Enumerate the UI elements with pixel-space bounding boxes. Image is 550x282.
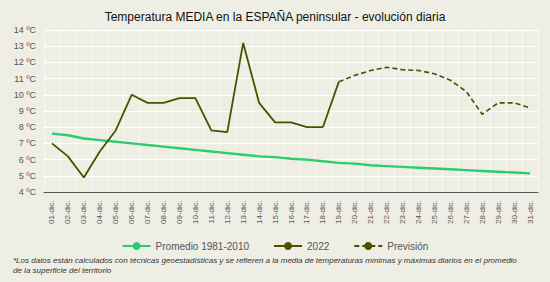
svg-text:18-dic.: 18-dic. [318,200,327,224]
svg-text:10-dic.: 10-dic. [191,200,200,224]
svg-text:13-dic.: 13-dic. [239,200,248,224]
svg-text:6 ºC: 6 ºC [19,155,37,165]
svg-text:12-dic.: 12-dic. [223,200,232,224]
svg-text:Previsión: Previsión [387,241,428,252]
svg-text:24-dic.: 24-dic. [414,200,423,224]
svg-text:31-dic.: 31-dic. [526,200,535,224]
svg-text:16-dic.: 16-dic. [287,200,296,224]
svg-text:7 ºC: 7 ºC [19,138,37,148]
svg-text:06-dic.: 06-dic. [127,200,136,224]
svg-text:26-dic.: 26-dic. [446,200,455,224]
svg-text:20-dic.: 20-dic. [350,200,359,224]
svg-text:07-dic.: 07-dic. [143,200,152,224]
svg-text:22-dic.: 22-dic. [382,200,391,224]
svg-text:8 ºC: 8 ºC [19,122,37,132]
svg-text:28-dic.: 28-dic. [478,200,487,224]
svg-text:*Los datos están calculados co: *Los datos están calculados con técnicas… [13,256,519,265]
svg-text:29-dic.: 29-dic. [494,200,503,224]
svg-text:5 ºC: 5 ºC [19,171,37,181]
svg-text:08-dic.: 08-dic. [159,200,168,224]
svg-text:2022: 2022 [307,241,330,252]
svg-text:02-dic.: 02-dic. [63,200,72,224]
svg-text:05-dic.: 05-dic. [111,200,120,224]
svg-text:23-dic.: 23-dic. [398,200,407,224]
svg-text:27-dic.: 27-dic. [462,200,471,224]
svg-text:01-dic.: 01-dic. [47,200,56,224]
svg-text:11-dic.: 11-dic. [207,200,216,223]
svg-text:03-dic.: 03-dic. [79,200,88,224]
svg-text:25-dic.: 25-dic. [430,200,439,224]
svg-text:04-dic.: 04-dic. [95,200,104,224]
svg-text:4 ºC: 4 ºC [19,187,37,197]
svg-text:14 ºC: 14 ºC [14,25,37,35]
svg-text:17-dic.: 17-dic. [302,200,311,224]
svg-text:21-dic.: 21-dic. [366,200,375,224]
svg-text:10 ºC: 10 ºC [14,90,37,100]
svg-text:de la superficie del territori: de la superficie del territorio [13,266,112,275]
svg-text:12 ºC: 12 ºC [14,57,37,67]
svg-text:Temperatura MEDIA en la ESPAÑA: Temperatura MEDIA en la ESPAÑA peninsula… [105,10,446,24]
svg-text:11 ºC: 11 ºC [14,74,36,84]
svg-text:30-dic.: 30-dic. [510,200,519,224]
svg-text:13 ºC: 13 ºC [14,41,37,51]
svg-text:14-dic.: 14-dic. [255,200,264,224]
svg-text:19-dic.: 19-dic. [334,200,343,224]
svg-text:09-dic.: 09-dic. [175,200,184,224]
svg-text:Promedio 1981-2010: Promedio 1981-2010 [156,241,250,252]
svg-text:9 ºC: 9 ºC [19,106,37,116]
svg-text:15-dic.: 15-dic. [271,200,280,224]
